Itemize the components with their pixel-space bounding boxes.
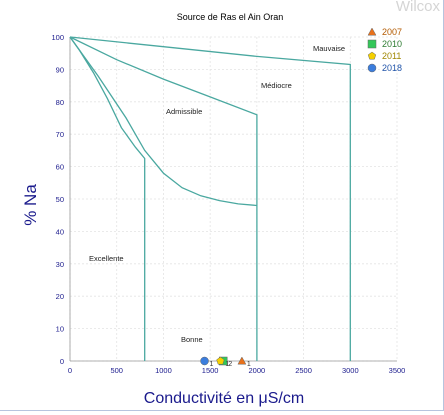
point-2018 — [200, 356, 209, 366]
classification-curves — [69, 36, 351, 361]
curve-admissible-lower — [69, 36, 257, 207]
legend-label-2007: 2007 — [382, 27, 402, 37]
y-tick-label: 80 — [56, 98, 64, 107]
legend-marker-2011 — [367, 51, 377, 60]
wilcox-watermark: Wilcox — [396, 0, 441, 15]
axis-ticks: 0 500 1000 1500 2000 2500 3000 3500 0 10 20 30 40 50 6… — [51, 33, 405, 375]
x-tick-label: 2000 — [249, 366, 266, 375]
y-tick-label: 40 — [56, 227, 64, 236]
point-label-2010: 2 — [228, 361, 232, 368]
chart-title: Source de Ras el Ain Oran — [177, 12, 284, 22]
zone-label-excellente: Excellente — [89, 254, 124, 263]
y-axis-label: % Na — [21, 184, 40, 226]
y-tick-label: 70 — [56, 130, 64, 139]
y-tick-label: 50 — [56, 195, 64, 204]
x-tick-label: 0 — [68, 366, 72, 375]
legend: 2007 2010 2011 2018 — [367, 27, 402, 73]
legend-marker-2007 — [367, 27, 377, 36]
zone-label-mediocre: Médiocre — [261, 81, 292, 90]
x-tick-label: 1000 — [155, 366, 172, 375]
legend-label-2011: 2011 — [382, 51, 401, 61]
zone-labels: Excellente Bonne Admissible Médiocre Mau… — [89, 44, 345, 344]
legend-label-2010: 2010 — [382, 39, 402, 49]
x-tick-label: 3000 — [342, 366, 359, 375]
x-tick-label: 1500 — [202, 366, 219, 375]
x-tick-label: 500 — [110, 366, 123, 375]
point-label-2011: 1 — [225, 361, 229, 368]
curve-mediocre-mauvaise — [69, 36, 351, 361]
zone-label-bonne: Bonne — [181, 335, 203, 344]
legend-marker-2018 — [367, 63, 377, 73]
x-tick-label: 3500 — [389, 366, 406, 375]
y-tick-label: 10 — [56, 325, 64, 334]
y-tick-label: 20 — [56, 292, 64, 301]
point-2011 — [216, 356, 225, 365]
point-2007 — [237, 356, 247, 365]
y-tick-label: 60 — [56, 163, 64, 172]
legend-marker-2010 — [367, 39, 377, 49]
point-label-2007: 1 — [247, 361, 251, 368]
zone-label-mauvaise: Mauvaise — [313, 44, 345, 53]
y-tick-label: 90 — [56, 65, 64, 74]
x-axis-label: Conductivité en μS/cm — [144, 390, 304, 407]
zone-label-admissible: Admissible — [166, 107, 202, 116]
y-tick-label: 100 — [51, 33, 64, 42]
curve-admissible-mediocre — [69, 36, 258, 361]
grid — [69, 36, 398, 362]
point-label-2018: 1 — [210, 361, 214, 368]
y-tick-label: 0 — [60, 357, 64, 366]
x-tick-label: 2500 — [295, 366, 312, 375]
legend-label-2018: 2018 — [382, 63, 402, 73]
y-tick-label: 30 — [56, 260, 64, 269]
